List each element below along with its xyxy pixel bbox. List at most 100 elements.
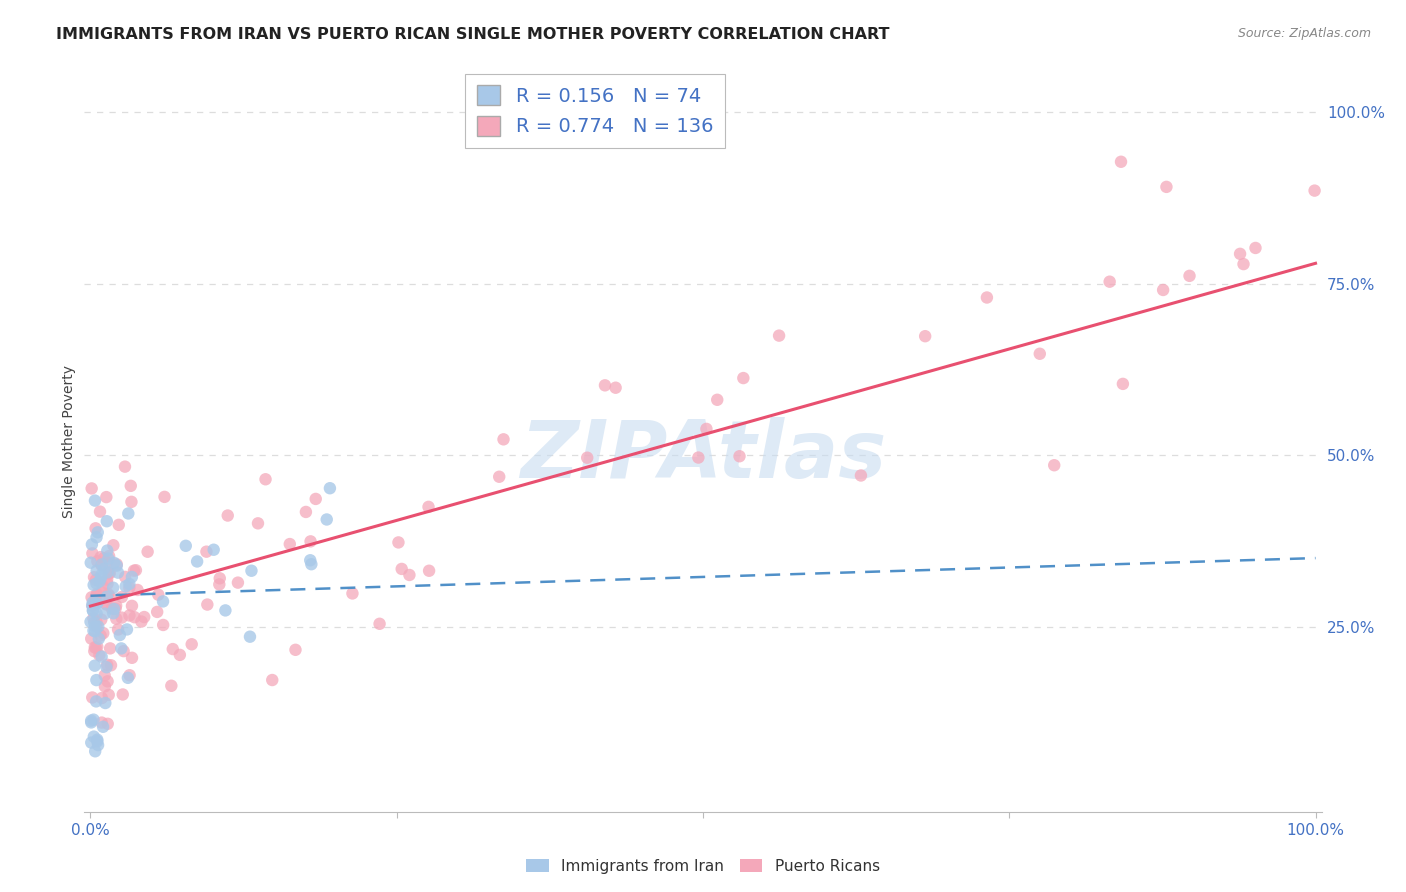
Point [239,630,262,644]
Point [96,543,118,558]
Point [90,613,112,627]
Point [169,648,191,662]
Text: ZIPAtlas: ZIPAtlas [520,417,886,495]
Point [87,738,110,752]
Point [90,649,112,664]
Point [246,516,269,531]
Point [117,507,139,521]
Point [94,597,117,611]
Point [688,450,710,465]
Point [1156,180,1178,194]
Point [98,641,121,656]
Point [86,588,108,602]
Point [83,658,105,673]
Legend: R = 0.156   N = 74, R = 0.774   N = 136: R = 0.156 N = 74, R = 0.774 N = 136 [465,74,725,148]
Point [98,549,121,563]
Point [84,694,107,708]
Point [100,658,122,673]
Point [86,554,108,568]
Point [849,468,872,483]
Point [86,587,108,601]
Point [768,328,790,343]
Point [82,598,104,612]
Point [391,562,413,576]
Point [96,566,118,580]
Point [103,606,125,620]
Point [1303,184,1326,198]
Point [105,599,128,613]
Point [96,590,118,604]
Point [86,597,108,611]
Point [208,571,231,585]
Text: IMMIGRANTS FROM IRAN VS PUERTO RICAN SINGLE MOTHER POVERTY CORRELATION CHART: IMMIGRANTS FROM IRAN VS PUERTO RICAN SIN… [56,27,890,42]
Point [83,644,105,658]
Point [107,566,129,580]
Point [94,679,117,693]
Point [84,591,107,605]
Point [90,715,112,730]
Point [299,534,322,549]
Point [96,598,118,612]
Point [96,490,118,504]
Point [98,566,121,581]
Point [342,586,364,600]
Point [97,551,120,566]
Point [368,616,391,631]
Point [695,422,717,436]
Point [90,571,112,585]
Point [254,472,277,486]
Point [86,576,108,591]
Point [103,556,125,570]
Point [180,637,202,651]
Point [84,521,107,535]
Point [90,691,112,706]
Point [80,591,103,605]
Point [79,615,101,629]
Point [84,573,107,587]
Point [100,601,122,615]
Point [89,574,111,589]
Point [127,582,149,597]
Point [97,688,120,702]
Point [114,459,136,474]
Point [120,495,142,509]
Point [114,570,136,584]
Point [83,730,105,744]
Point [195,544,218,558]
Point [305,491,328,506]
Point [82,599,104,613]
Point [284,642,307,657]
Point [121,570,143,584]
Point [387,535,409,549]
Point [706,392,728,407]
Point [1098,275,1121,289]
Point [299,558,322,572]
Point [83,578,105,592]
Point [418,564,440,578]
Point [118,577,141,591]
Point [83,615,105,630]
Point [103,602,125,616]
Point [121,650,143,665]
Point [315,512,337,526]
Point [146,605,169,619]
Point [976,291,998,305]
Point [488,469,510,483]
Point [82,599,104,613]
Point [111,688,134,702]
Point [86,615,108,629]
Point [82,546,104,560]
Point [98,589,121,603]
Point [295,505,318,519]
Point [1043,458,1066,473]
Point [82,603,104,617]
Point [80,632,103,646]
Point [105,558,128,572]
Point [84,640,107,655]
Point [91,626,114,640]
Point [202,542,225,557]
Point [114,579,136,593]
Point [115,623,138,637]
Point [110,641,132,656]
Point [80,482,103,496]
